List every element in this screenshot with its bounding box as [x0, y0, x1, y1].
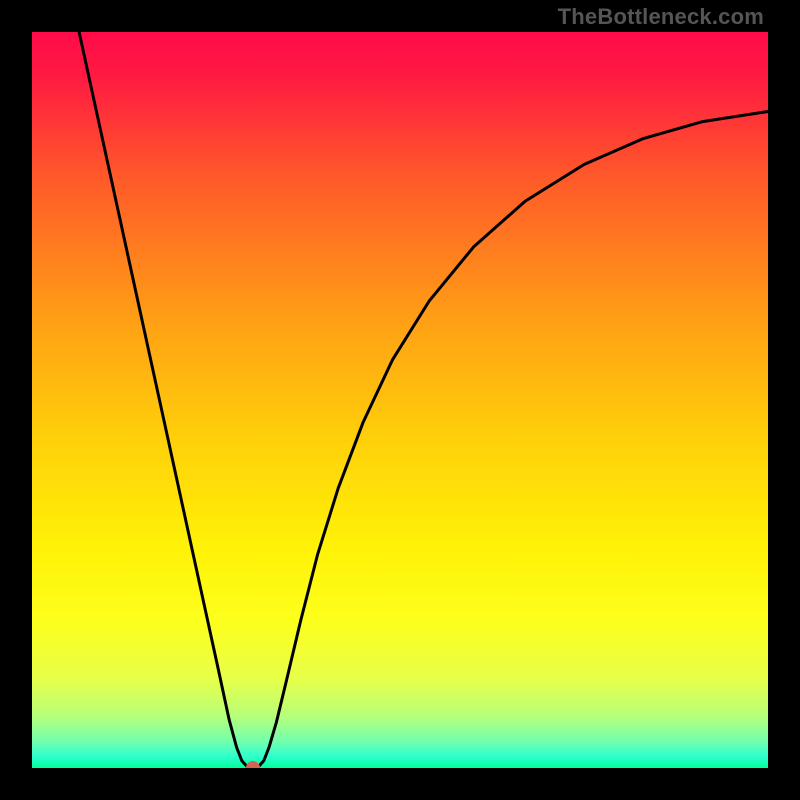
watermark-text: TheBottleneck.com: [558, 4, 764, 30]
frame-border-left: [0, 0, 32, 800]
frame-border-right: [768, 0, 800, 800]
bottleneck-curve: [32, 32, 768, 768]
frame-border-bottom: [0, 768, 800, 800]
chart-frame: TheBottleneck.com: [0, 0, 800, 800]
plot-area: [32, 32, 768, 768]
